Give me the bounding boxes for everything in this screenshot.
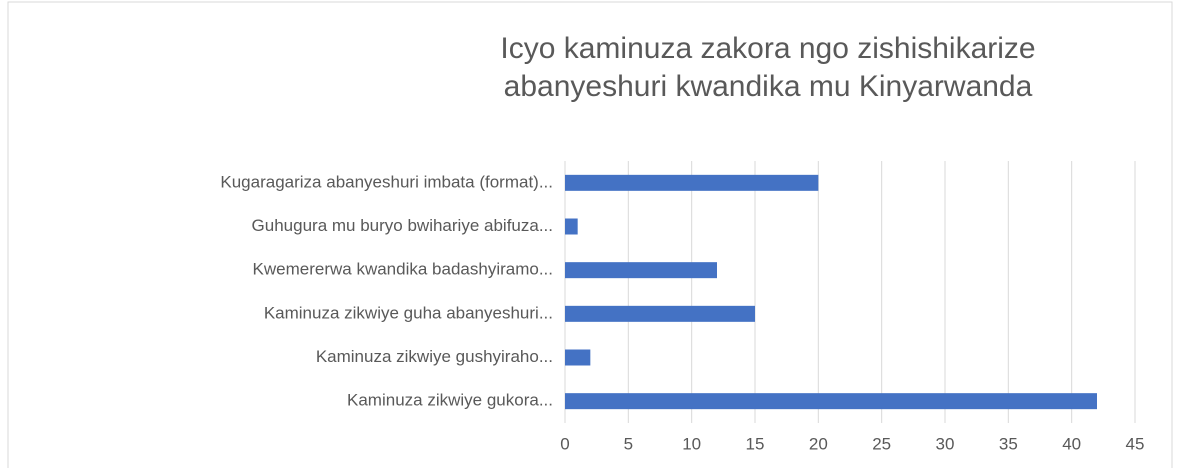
x-tick-label: 30	[936, 434, 955, 453]
y-tick-label: Kaminuza zikwiye guha abanyeshuri...	[264, 303, 553, 322]
chart-title: Icyo kaminuza zakora ngo zishishikarize	[500, 32, 1035, 65]
x-tick-label: 20	[809, 434, 828, 453]
y-tick-label: Kaminuza zikwiye gushyiraho...	[316, 347, 553, 366]
x-tick-label: 25	[872, 434, 891, 453]
y-tick-label: Kaminuza zikwiye gukora...	[347, 391, 553, 410]
bar	[565, 393, 1097, 410]
bar	[565, 349, 591, 366]
x-tick-label: 40	[1062, 434, 1081, 453]
y-tick-label: Guhugura mu buryo bwihariye abifuza...	[252, 216, 553, 235]
x-tick-label: 10	[682, 434, 701, 453]
x-tick-label: 15	[746, 434, 765, 453]
bar	[565, 174, 819, 191]
y-tick-label: Kwemererwa kwandika badashyiramo...	[253, 260, 553, 279]
bar	[565, 218, 578, 235]
y-tick-label: Kugaragariza abanyeshuri imbata (format)…	[220, 172, 553, 191]
x-tick-label: 45	[1126, 434, 1145, 453]
x-tick-label: 35	[999, 434, 1018, 453]
chart-border	[7, 1, 1173, 468]
bar	[565, 305, 755, 322]
chart-title: abanyeshuri kwandika mu Kinyarwanda	[504, 70, 1033, 103]
x-tick-label: 0	[560, 434, 569, 453]
bar	[565, 262, 717, 279]
x-tick-label: 5	[624, 434, 633, 453]
